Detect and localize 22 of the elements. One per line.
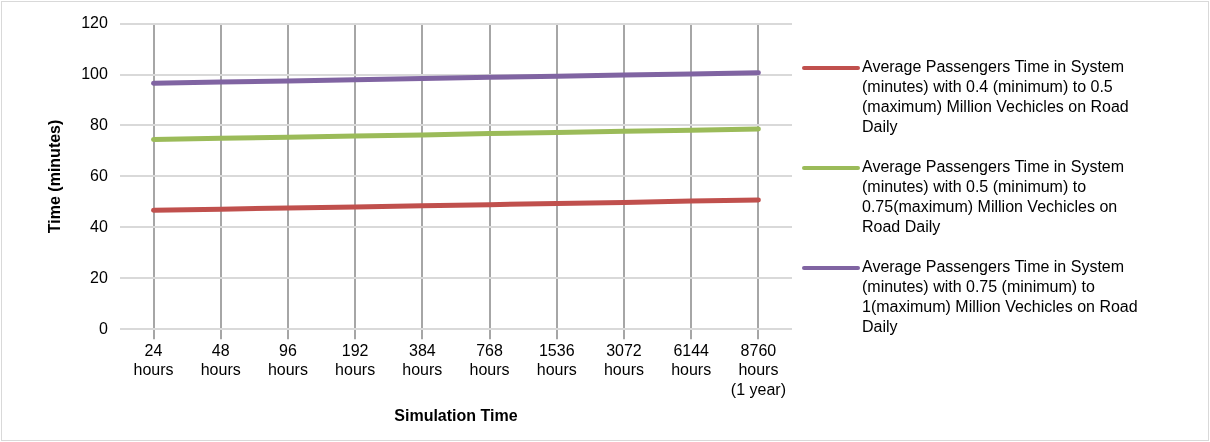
y-axis-title: Time (minutes) — [46, 119, 64, 234]
legend-label: Average Passengers Time in System (minutes) with 0.75 (minimum) to 1(maximum) Million Vechicles on Road Daily — [862, 257, 1139, 337]
x-tick-label: 384 hours — [402, 342, 443, 379]
y-tick-label: 60 — [90, 166, 108, 184]
x-tick-label: 8760 hours (1 year) — [730, 342, 786, 398]
x-tick-label: 96 hours — [267, 342, 308, 379]
x-tick-label: 192 hours — [335, 342, 376, 379]
legend-label: Average Passengers Time in System (minutes) with 0.4 (minimum) to 0.5 (maximum) Million Vechicles on Road Daily — [862, 57, 1130, 137]
x-tick-label: 1536 hours — [536, 342, 577, 379]
x-axis-title: Simulation Time — [394, 406, 518, 424]
y-tick-label: 20 — [90, 268, 108, 286]
x-tick-label: 768 hours — [469, 342, 510, 379]
y-tick-label: 80 — [90, 115, 108, 133]
x-tick-label: 3072 hours — [603, 342, 644, 379]
legend-label: Average Passengers Time in System (minutes) with 0.5 (minimum) to 0.75(maximum) Million Vechicles on Road Daily — [862, 157, 1126, 237]
y-tick-label: 40 — [90, 217, 108, 235]
y-tick-label: 120 — [81, 14, 108, 32]
x-tick-label: 48 hours — [200, 342, 241, 379]
y-tick-label: 100 — [81, 64, 108, 82]
y-tick-label: 0 — [98, 319, 108, 337]
x-tick-label: 6144 hours — [671, 342, 712, 379]
x-tick-label: 24 hours — [133, 342, 174, 379]
